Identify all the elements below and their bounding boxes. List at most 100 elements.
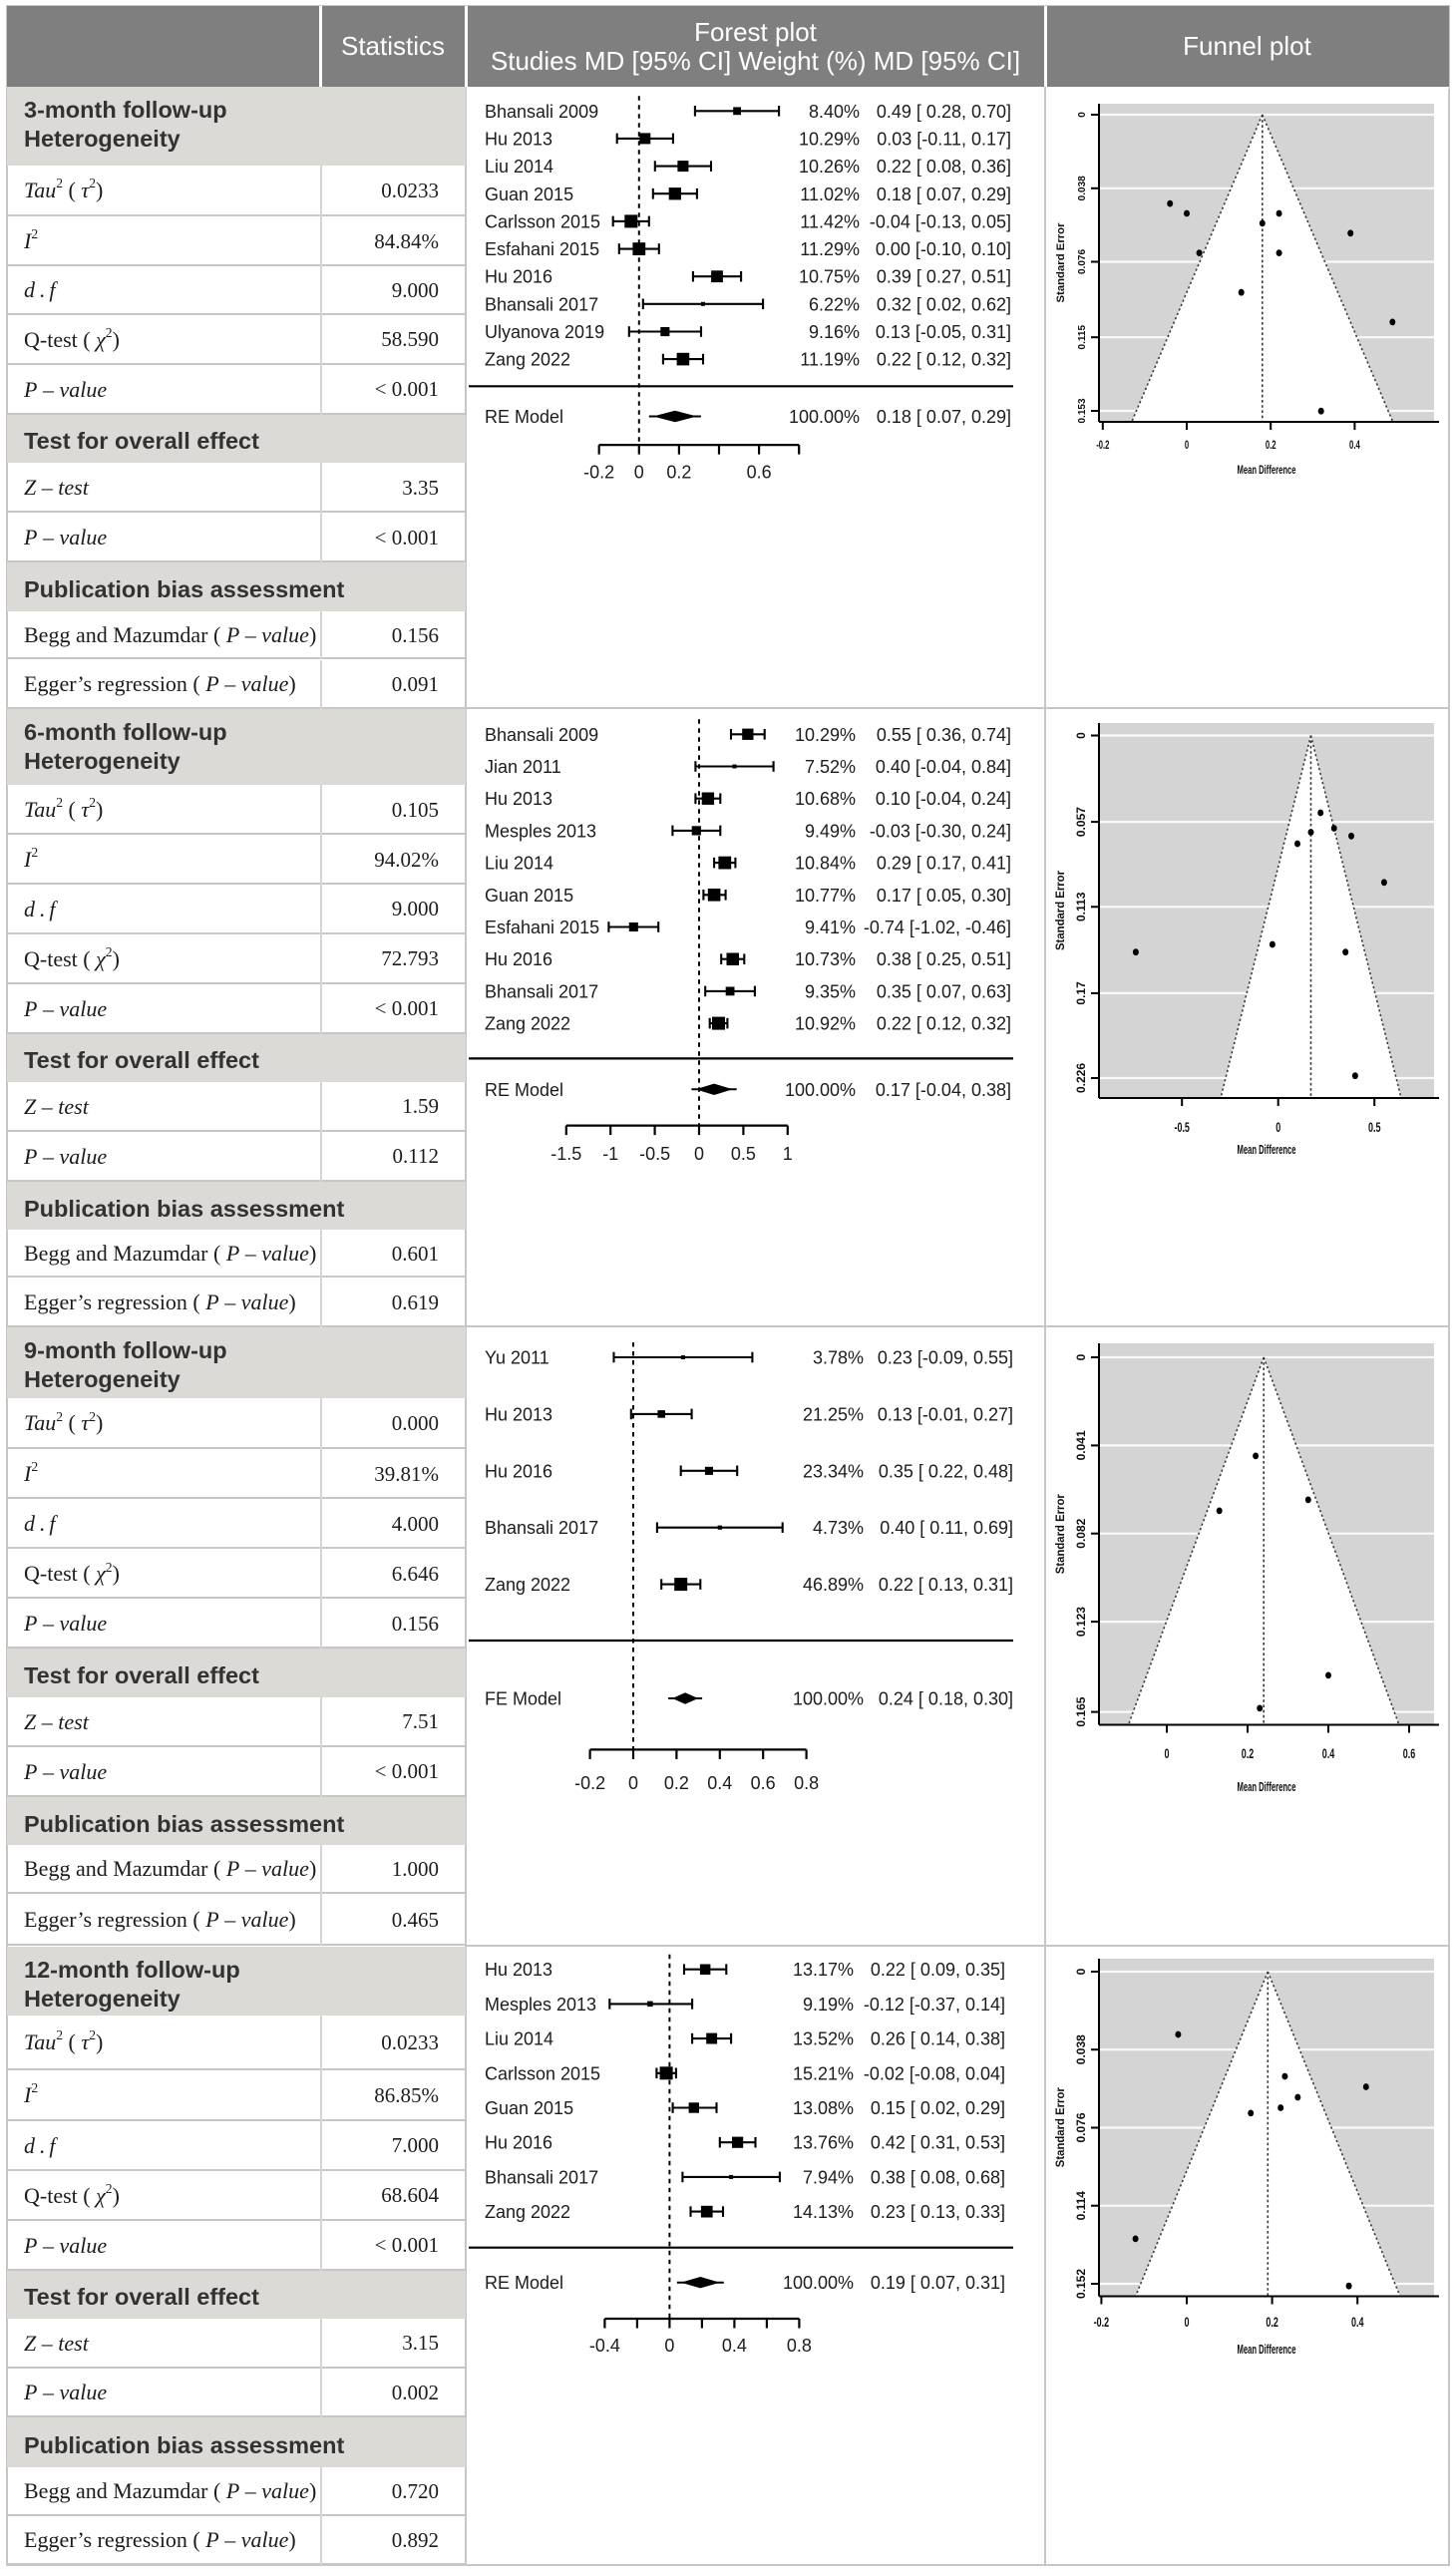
svg-text:0.2: 0.2 xyxy=(1266,2314,1278,2330)
svg-text:Guan 2015: Guan 2015 xyxy=(485,2098,573,2118)
svg-text:Liu 2014: Liu 2014 xyxy=(485,2029,553,2049)
svg-text:0.13 [-0.01, 0.27]: 0.13 [-0.01, 0.27] xyxy=(878,1404,1013,1424)
svg-text:10.75%: 10.75% xyxy=(799,267,860,287)
svg-text:0.4: 0.4 xyxy=(1322,1745,1335,1761)
svg-text:3.78%: 3.78% xyxy=(813,1348,864,1368)
svg-text:Hu 2013: Hu 2013 xyxy=(485,1404,552,1424)
svg-text:0.22 [ 0.13, 0.31]: 0.22 [ 0.13, 0.31] xyxy=(879,1575,1013,1595)
svg-text:1: 1 xyxy=(783,1144,793,1164)
svg-text:100.00%: 100.00% xyxy=(785,1080,856,1100)
svg-text:0: 0 xyxy=(1074,732,1088,739)
svg-text:0.19 [ 0.07, 0.31]: 0.19 [ 0.07, 0.31] xyxy=(871,2273,1005,2293)
svg-text:4.73%: 4.73% xyxy=(813,1518,864,1538)
svg-text:9.41%: 9.41% xyxy=(805,918,856,937)
svg-text:0.40 [ 0.11, 0.69]: 0.40 [ 0.11, 0.69] xyxy=(880,1518,1013,1538)
svg-text:Bhansali 2017: Bhansali 2017 xyxy=(485,981,598,1001)
svg-text:0.153: 0.153 xyxy=(1077,398,1088,423)
svg-text:0.23 [ 0.13, 0.33]: 0.23 [ 0.13, 0.33] xyxy=(871,2202,1005,2222)
svg-text:Hu 2016: Hu 2016 xyxy=(485,949,552,969)
svg-text:0.8: 0.8 xyxy=(794,1773,819,1793)
svg-text:0.35 [ 0.07, 0.63]: 0.35 [ 0.07, 0.63] xyxy=(877,981,1011,1001)
svg-text:0.165: 0.165 xyxy=(1074,1696,1088,1726)
svg-text:0.114: 0.114 xyxy=(1074,2191,1088,2221)
svg-text:-0.2: -0.2 xyxy=(583,463,614,483)
svg-text:-0.2: -0.2 xyxy=(574,1773,605,1793)
svg-text:0.152: 0.152 xyxy=(1074,2269,1088,2299)
svg-text:0.2: 0.2 xyxy=(664,1773,689,1793)
svg-text:Hu 2013: Hu 2013 xyxy=(485,789,552,809)
svg-text:13.08%: 13.08% xyxy=(793,2098,854,2118)
svg-text:0.40 [-0.04, 0.84]: 0.40 [-0.04, 0.84] xyxy=(876,757,1011,777)
svg-text:Bhansali 2017: Bhansali 2017 xyxy=(485,1518,598,1538)
svg-text:0: 0 xyxy=(1074,1353,1088,1360)
svg-text:Hu 2013: Hu 2013 xyxy=(485,1960,552,1980)
svg-text:0: 0 xyxy=(634,463,644,483)
svg-text:Standard Error: Standard Error xyxy=(1055,222,1067,303)
svg-text:0.17 [-0.04, 0.38]: 0.17 [-0.04, 0.38] xyxy=(876,1080,1011,1100)
svg-text:-1.5: -1.5 xyxy=(550,1144,581,1164)
svg-text:0: 0 xyxy=(1185,2314,1190,2330)
svg-text:0.24 [ 0.18, 0.30]: 0.24 [ 0.18, 0.30] xyxy=(879,1689,1013,1709)
svg-text:0.29 [ 0.17, 0.41]: 0.29 [ 0.17, 0.41] xyxy=(877,854,1011,874)
svg-text:100.00%: 100.00% xyxy=(793,1689,864,1709)
svg-text:Mean Difference: Mean Difference xyxy=(1238,2342,1296,2357)
svg-text:10.73%: 10.73% xyxy=(795,949,856,969)
svg-text:Bhansali 2017: Bhansali 2017 xyxy=(485,2167,598,2187)
svg-text:10.92%: 10.92% xyxy=(795,1014,856,1034)
svg-text:0.38 [ 0.08, 0.68]: 0.38 [ 0.08, 0.68] xyxy=(871,2167,1005,2187)
svg-text:0.6: 0.6 xyxy=(747,463,772,483)
svg-text:0.15 [ 0.02, 0.29]: 0.15 [ 0.02, 0.29] xyxy=(871,2098,1005,2118)
svg-text:10.77%: 10.77% xyxy=(795,886,856,906)
svg-text:10.84%: 10.84% xyxy=(795,854,856,874)
svg-text:0.123: 0.123 xyxy=(1074,1607,1088,1637)
svg-text:0.23 [-0.09, 0.55]: 0.23 [-0.09, 0.55] xyxy=(878,1348,1013,1368)
svg-text:10.26%: 10.26% xyxy=(799,157,860,177)
svg-text:Carlsson 2015: Carlsson 2015 xyxy=(485,211,600,231)
svg-text:0.4: 0.4 xyxy=(722,2336,747,2356)
svg-text:Hu 2016: Hu 2016 xyxy=(485,2133,552,2153)
svg-text:0.18 [ 0.07, 0.29]: 0.18 [ 0.07, 0.29] xyxy=(877,407,1011,427)
svg-text:0.49 [ 0.28, 0.70]: 0.49 [ 0.28, 0.70] xyxy=(877,102,1011,122)
svg-text:9.19%: 9.19% xyxy=(803,1995,854,2015)
svg-text:FE Model: FE Model xyxy=(485,1689,561,1709)
svg-text:Mesples 2013: Mesples 2013 xyxy=(485,1995,596,2015)
svg-text:0.076: 0.076 xyxy=(1077,249,1088,274)
svg-text:-0.12 [-0.37, 0.14]: -0.12 [-0.37, 0.14] xyxy=(864,1995,1005,2015)
svg-text:0.22 [ 0.09, 0.35]: 0.22 [ 0.09, 0.35] xyxy=(871,1960,1005,1980)
svg-text:0.18 [ 0.07, 0.29]: 0.18 [ 0.07, 0.29] xyxy=(877,184,1011,204)
svg-text:0: 0 xyxy=(694,1144,704,1164)
svg-text:Standard Error: Standard Error xyxy=(1053,1494,1067,1574)
svg-text:-0.5: -0.5 xyxy=(639,1144,670,1164)
svg-text:-0.74 [-1.02, -0.46]: -0.74 [-1.02, -0.46] xyxy=(864,918,1011,937)
svg-text:10.68%: 10.68% xyxy=(795,789,856,809)
svg-text:0: 0 xyxy=(1165,1745,1170,1761)
svg-text:Zang 2022: Zang 2022 xyxy=(485,350,570,370)
svg-text:11.42%: 11.42% xyxy=(800,211,860,231)
svg-text:Guan 2015: Guan 2015 xyxy=(485,184,573,204)
svg-text:0: 0 xyxy=(664,2336,674,2356)
svg-text:-0.04 [-0.13, 0.05]: -0.04 [-0.13, 0.05] xyxy=(870,211,1011,231)
svg-text:7.52%: 7.52% xyxy=(805,757,856,777)
svg-text:14.13%: 14.13% xyxy=(793,2202,854,2222)
svg-text:Mean Difference: Mean Difference xyxy=(1238,1142,1296,1157)
svg-text:0.076: 0.076 xyxy=(1074,2112,1088,2142)
svg-text:11.02%: 11.02% xyxy=(800,184,860,204)
svg-text:6.22%: 6.22% xyxy=(809,294,860,314)
svg-text:8.40%: 8.40% xyxy=(809,102,860,122)
svg-text:-0.4: -0.4 xyxy=(589,2336,620,2356)
svg-text:Zang 2022: Zang 2022 xyxy=(485,1014,570,1034)
svg-text:7.94%: 7.94% xyxy=(803,2167,854,2187)
svg-text:Esfahani 2015: Esfahani 2015 xyxy=(485,239,599,259)
svg-text:46.89%: 46.89% xyxy=(803,1575,864,1595)
svg-text:Standard Error: Standard Error xyxy=(1053,2087,1067,2167)
svg-text:Bhansali 2009: Bhansali 2009 xyxy=(485,102,598,122)
svg-text:0.10 [-0.04, 0.24]: 0.10 [-0.04, 0.24] xyxy=(876,789,1011,809)
svg-text:0.17: 0.17 xyxy=(1074,981,1088,1005)
svg-text:0: 0 xyxy=(628,1773,638,1793)
svg-text:Hu 2016: Hu 2016 xyxy=(485,1461,552,1481)
svg-text:Esfahani 2015: Esfahani 2015 xyxy=(485,918,599,937)
svg-text:0.22 [ 0.08, 0.36]: 0.22 [ 0.08, 0.36] xyxy=(877,157,1011,177)
svg-text:0.4: 0.4 xyxy=(1351,2314,1364,2330)
svg-text:-0.2: -0.2 xyxy=(1094,2314,1110,2330)
svg-text:0.22 [ 0.12, 0.32]: 0.22 [ 0.12, 0.32] xyxy=(877,1014,1011,1034)
